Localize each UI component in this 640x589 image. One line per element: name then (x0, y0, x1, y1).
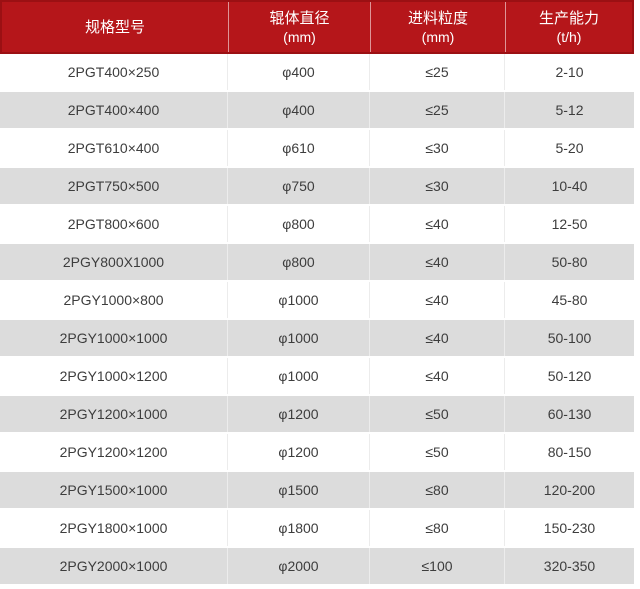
header-feed-size-unit: (mm) (421, 28, 455, 45)
cell-feed-size: ≤40 (370, 206, 505, 242)
cell-capacity: 60-130 (547, 406, 592, 422)
cell-capacity: 12-50 (551, 216, 588, 232)
cell-roller-diameter: φ1200 (228, 396, 370, 432)
table-row: 2PGY1500×1000 φ1500 ≤80 120-200 (0, 472, 634, 510)
cell-capacity: 45-80 (551, 292, 588, 308)
cell-roller-diameter: φ750 (228, 168, 370, 204)
cell-capacity: 50-120 (547, 368, 592, 384)
table-row: 2PGT800×600 φ800 ≤40 12-50 (0, 206, 634, 244)
cell-roller-diameter: φ1500 (228, 472, 370, 508)
cell-feed-size: ≤50 (370, 396, 505, 432)
table-row: 2PGY1200×1200 φ1200 ≤50 80-150 (0, 434, 634, 472)
cell-capacity: 50-80 (551, 254, 588, 270)
cell-feed-size: ≤40 (370, 358, 505, 394)
cell-model: 2PGY800X1000 (0, 244, 228, 280)
table-row: 2PGT400×250 φ400 ≤25 2-10 (0, 54, 634, 92)
cell-roller-diameter: φ1000 (228, 358, 370, 394)
header-feed-size-label: 进料粒度 (407, 9, 468, 27)
table-body: 2PGT400×250 φ400 ≤25 2-10 2PGT400×400 φ4… (0, 54, 634, 586)
table-header-row: 规格型号 辊体直径 (mm) 进料粒度 (mm) 生产能力 (t/h) (0, 0, 634, 54)
cell-model: 2PGY1500×1000 (0, 472, 228, 508)
table-row: 2PGT400×400 φ400 ≤25 5-12 (0, 92, 634, 130)
cell-capacity: 5-20 (555, 140, 584, 156)
cell-model: 2PGY1800×1000 (0, 510, 228, 546)
table-row: 2PGY800X1000 φ800 ≤40 50-80 (0, 244, 634, 282)
header-cell-roller-diameter: 辊体直径 (mm) (228, 2, 370, 52)
header-capacity-label: 生产能力 (538, 9, 599, 27)
cell-roller-diameter: φ800 (228, 244, 370, 280)
cell-model: 2PGT400×250 (0, 54, 228, 90)
cell-model: 2PGT400×400 (0, 92, 228, 128)
table-row: 2PGY1200×1000 φ1200 ≤50 60-130 (0, 396, 634, 434)
table-row: 2PGT610×400 φ610 ≤30 5-20 (0, 130, 634, 168)
cell-model: 2PGY1200×1200 (0, 434, 228, 470)
cell-capacity: 150-230 (543, 520, 596, 536)
header-cell-model: 规格型号 (2, 2, 228, 52)
cell-feed-size: ≤30 (370, 130, 505, 166)
cell-capacity: 120-200 (543, 482, 596, 498)
cell-feed-size: ≤40 (370, 244, 505, 280)
cell-capacity: 10-40 (551, 178, 588, 194)
cell-feed-size: ≤50 (370, 434, 505, 470)
table-row: 2PGY2000×1000 φ2000 ≤100 320-350 (0, 548, 634, 586)
cell-model: 2PGY1000×1200 (0, 358, 228, 394)
cell-model: 2PGT750×500 (0, 168, 228, 204)
cell-capacity: 5-12 (555, 102, 584, 118)
cell-roller-diameter: φ1200 (228, 434, 370, 470)
cell-feed-size: ≤40 (370, 320, 505, 356)
cell-roller-diameter: φ800 (228, 206, 370, 242)
cell-feed-size: ≤100 (370, 548, 505, 584)
cell-feed-size: ≤30 (370, 168, 505, 204)
header-capacity-unit: (t/h) (556, 28, 582, 45)
cell-capacity: 2-10 (555, 64, 584, 80)
cell-roller-diameter: φ1000 (228, 282, 370, 318)
cell-roller-diameter: φ1000 (228, 320, 370, 356)
cell-model: 2PGY2000×1000 (0, 548, 228, 584)
header-roller-diameter-label: 辊体直径 (269, 9, 330, 27)
table-row: 2PGY1000×800 φ1000 ≤40 45-80 (0, 282, 634, 320)
cell-roller-diameter: φ1800 (228, 510, 370, 546)
table-row: 2PGT750×500 φ750 ≤30 10-40 (0, 168, 634, 206)
cell-roller-diameter: φ400 (228, 54, 370, 90)
header-roller-diameter-unit: (mm) (283, 28, 316, 45)
cell-feed-size: ≤80 (370, 510, 505, 546)
cell-feed-size: ≤80 (370, 472, 505, 508)
table-row: 2PGY1000×1200 φ1000 ≤40 50-120 (0, 358, 634, 396)
cell-capacity: 50-100 (547, 330, 592, 346)
cell-model: 2PGY1000×800 (0, 282, 228, 318)
cell-roller-diameter: φ610 (228, 130, 370, 166)
cell-model: 2PGY1200×1000 (0, 396, 228, 432)
header-cell-feed-size: 进料粒度 (mm) (370, 2, 505, 52)
cell-capacity: 320-350 (543, 558, 596, 574)
cell-model: 2PGY1000×1000 (0, 320, 228, 356)
cell-feed-size: ≤25 (370, 54, 505, 90)
cell-roller-diameter: φ2000 (228, 548, 370, 584)
cell-feed-size: ≤25 (370, 92, 505, 128)
header-model-label: 规格型号 (84, 18, 145, 36)
table-row: 2PGY1800×1000 φ1800 ≤80 150-230 (0, 510, 634, 548)
header-cell-capacity: 生产能力 (t/h) (505, 2, 632, 52)
cell-model: 2PGT800×600 (0, 206, 228, 242)
table-row: 2PGY1000×1000 φ1000 ≤40 50-100 (0, 320, 634, 358)
cell-roller-diameter: φ400 (228, 92, 370, 128)
cell-model: 2PGT610×400 (0, 130, 228, 166)
cell-feed-size: ≤40 (370, 282, 505, 318)
cell-capacity: 80-150 (547, 444, 592, 460)
